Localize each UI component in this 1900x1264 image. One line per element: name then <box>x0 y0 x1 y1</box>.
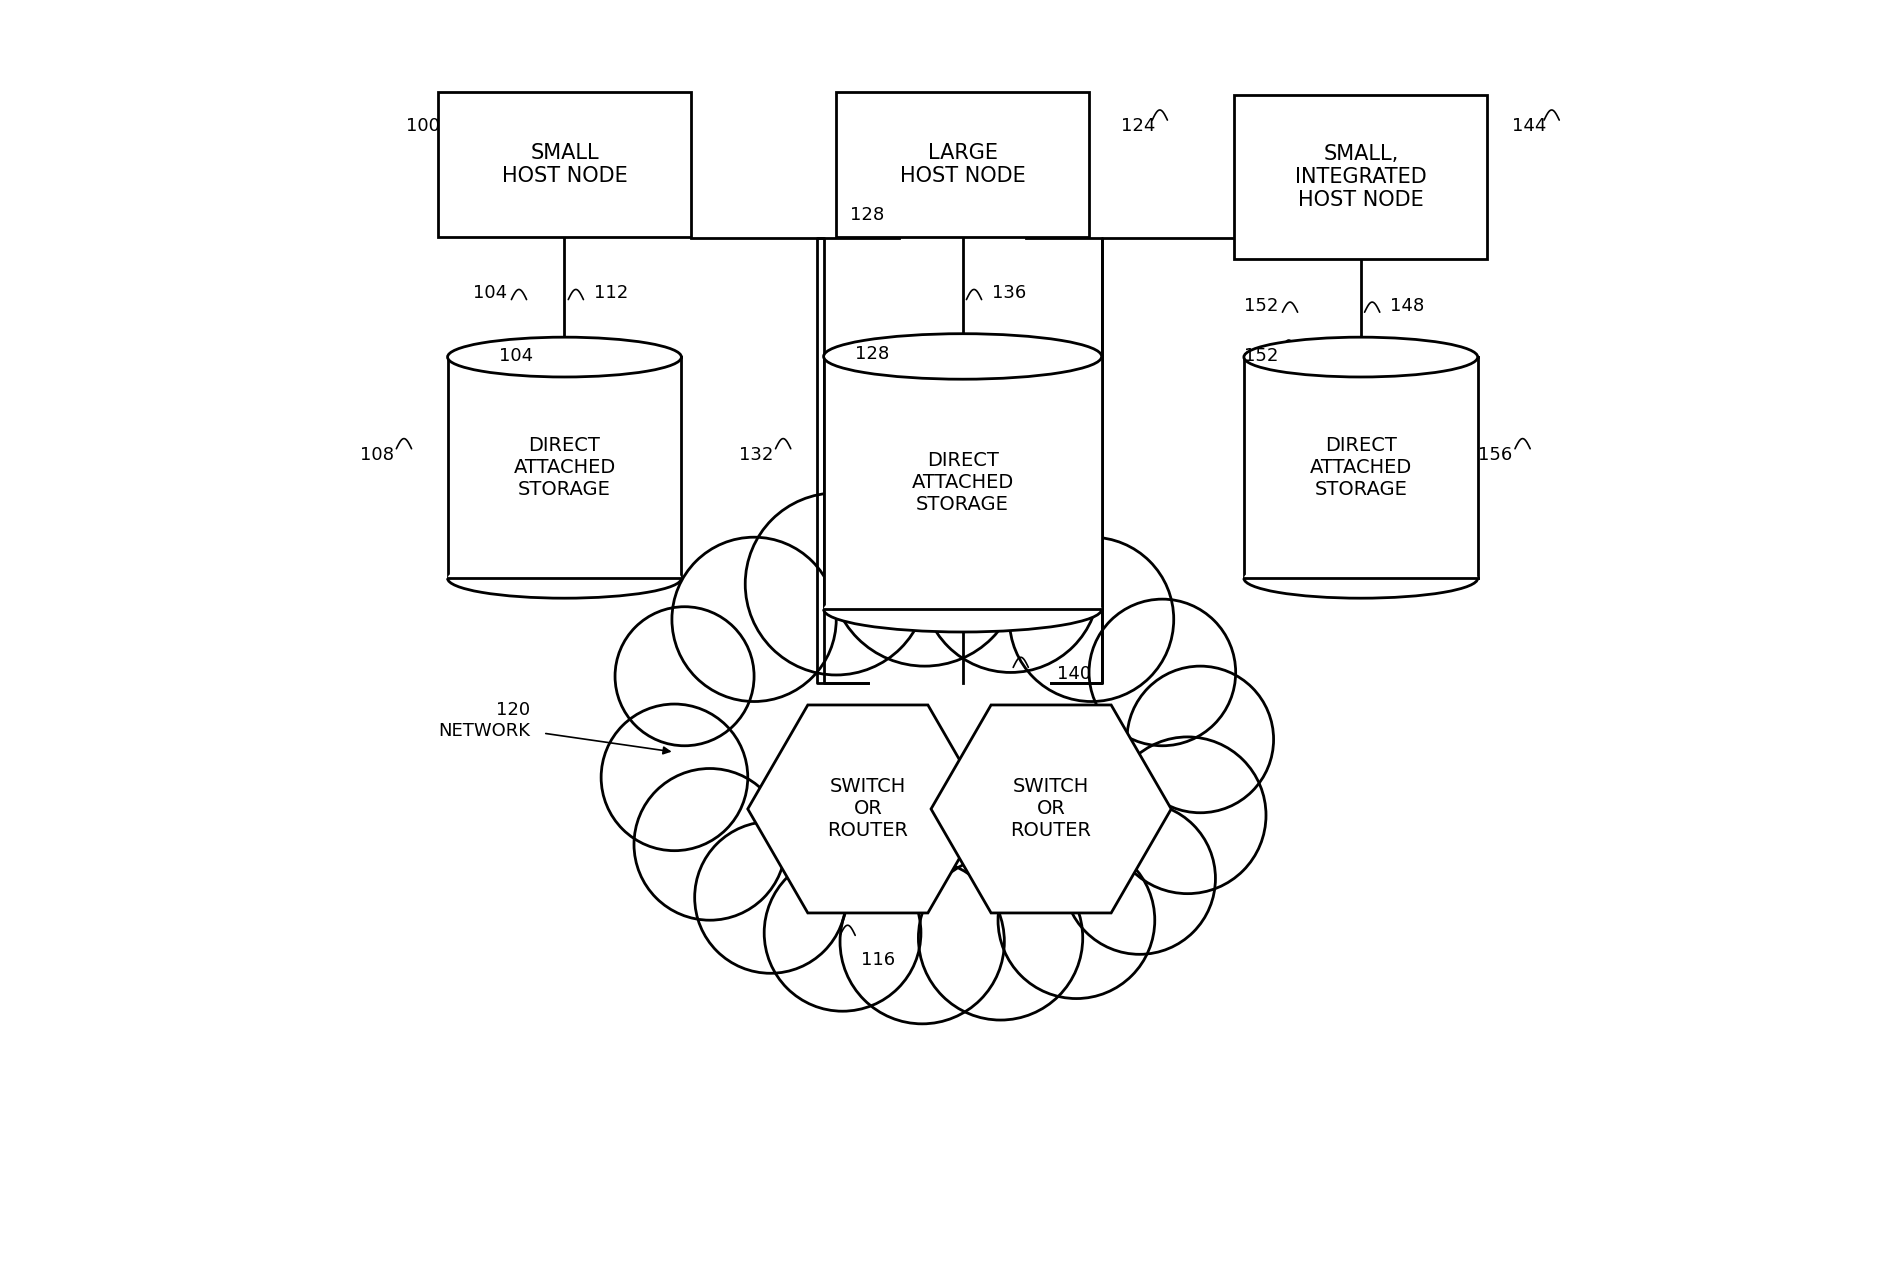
Circle shape <box>635 769 787 920</box>
Ellipse shape <box>448 559 682 598</box>
Text: 108: 108 <box>359 446 393 464</box>
FancyBboxPatch shape <box>1244 356 1478 579</box>
Text: SMALL,
INTEGRATED
HOST NODE: SMALL, INTEGRATED HOST NODE <box>1296 144 1427 210</box>
Polygon shape <box>749 705 988 913</box>
Circle shape <box>616 607 754 746</box>
Circle shape <box>673 537 836 702</box>
Text: 104: 104 <box>473 284 507 302</box>
Text: LARGE
HOST NODE: LARGE HOST NODE <box>901 143 1026 186</box>
Text: 152: 152 <box>1244 348 1279 365</box>
Text: 156: 156 <box>1478 446 1512 464</box>
Circle shape <box>745 493 927 675</box>
Circle shape <box>1064 803 1216 954</box>
Text: 124: 124 <box>1121 118 1155 135</box>
Ellipse shape <box>823 586 1102 632</box>
Text: 128: 128 <box>849 206 884 224</box>
Text: 148: 148 <box>1391 297 1425 315</box>
Circle shape <box>998 842 1155 999</box>
Text: DIRECT
ATTACHED
STORAGE: DIRECT ATTACHED STORAGE <box>1309 436 1412 499</box>
Text: 104: 104 <box>500 348 532 365</box>
Ellipse shape <box>697 619 1178 897</box>
Circle shape <box>600 704 749 851</box>
Text: 152: 152 <box>1244 297 1279 315</box>
FancyBboxPatch shape <box>823 356 1102 609</box>
Circle shape <box>922 495 1100 672</box>
Text: 116: 116 <box>861 951 895 968</box>
Circle shape <box>764 854 922 1011</box>
Text: SMALL
HOST NODE: SMALL HOST NODE <box>502 143 627 186</box>
FancyBboxPatch shape <box>1235 95 1488 259</box>
Text: 100: 100 <box>407 118 441 135</box>
Ellipse shape <box>1244 337 1478 377</box>
Circle shape <box>1009 537 1174 702</box>
Circle shape <box>830 477 1020 666</box>
Text: SWITCH
OR
ROUTER: SWITCH OR ROUTER <box>826 777 908 841</box>
Circle shape <box>1127 666 1273 813</box>
Text: 112: 112 <box>593 284 627 302</box>
Text: 120
NETWORK: 120 NETWORK <box>439 702 530 739</box>
Text: SWITCH
OR
ROUTER: SWITCH OR ROUTER <box>1011 777 1092 841</box>
Text: 144: 144 <box>1512 118 1547 135</box>
Text: DIRECT
ATTACHED
STORAGE: DIRECT ATTACHED STORAGE <box>513 436 616 499</box>
Circle shape <box>918 856 1083 1020</box>
FancyBboxPatch shape <box>448 356 682 579</box>
Circle shape <box>1089 599 1235 746</box>
Ellipse shape <box>448 337 682 377</box>
Polygon shape <box>931 705 1170 913</box>
Ellipse shape <box>1244 559 1478 598</box>
Circle shape <box>695 822 846 973</box>
Circle shape <box>1110 737 1265 894</box>
Text: 128: 128 <box>855 345 889 363</box>
Text: 140: 140 <box>1058 665 1092 683</box>
Ellipse shape <box>823 334 1102 379</box>
Text: 132: 132 <box>739 446 773 464</box>
Circle shape <box>840 860 1005 1024</box>
Text: DIRECT
ATTACHED
STORAGE: DIRECT ATTACHED STORAGE <box>912 451 1015 514</box>
FancyBboxPatch shape <box>836 92 1089 238</box>
FancyBboxPatch shape <box>439 92 692 238</box>
Text: 136: 136 <box>992 284 1026 302</box>
